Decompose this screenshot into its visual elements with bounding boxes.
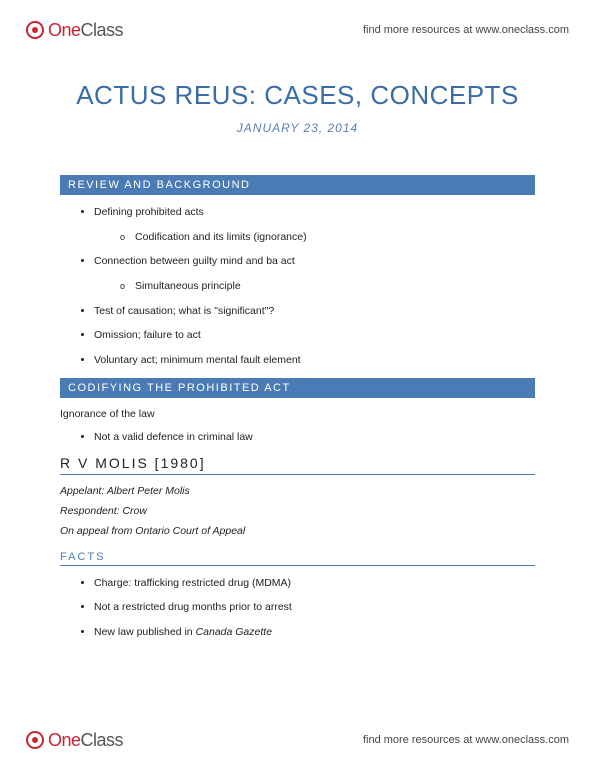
review-sublist-1: Simultaneous principle [120, 279, 535, 294]
codifying-list: Not a valid defence in criminal law [94, 430, 535, 445]
case-appellant: Appelant: Albert Peter Molis [60, 485, 535, 497]
codifying-intro: Ignorance of the law [60, 408, 535, 420]
document-date: JANUARY 23, 2014 [60, 121, 535, 135]
logo-one: One [48, 20, 81, 40]
logo-text: OneClass [48, 730, 123, 751]
list-item: Codification and its limits (ignorance) [120, 230, 535, 245]
facts-item2-b: Canada Gazette [196, 626, 272, 638]
list-item: Connection between guilty mind and ba ac… [94, 254, 535, 269]
resources-link-top[interactable]: find more resources at www.oneclass.com [363, 24, 569, 36]
list-item: Defining prohibited acts [94, 205, 535, 220]
list-item: Not a restricted drug months prior to ar… [94, 600, 535, 615]
facts-list: Charge: trafficking restricted drug (MDM… [94, 576, 535, 640]
list-item: Test of causation; what is "significant"… [94, 304, 535, 319]
case-appeal: On appeal from Ontario Court of Appeal [60, 525, 535, 537]
facts-item2-a: New law published in [94, 626, 196, 638]
review-sublist-0: Codification and its limits (ignorance) [120, 230, 535, 245]
document-body: ACTUS REUS: CASES, CONCEPTS JANUARY 23, … [60, 80, 535, 650]
page-header: OneClass find more resources at www.onec… [0, 10, 595, 50]
list-item: New law published in Canada Gazette [94, 625, 535, 640]
page-footer: OneClass find more resources at www.onec… [0, 720, 595, 760]
facts-heading: FACTS [60, 551, 535, 566]
section-codifying-heading: CODIFYING THE PROHIBITED ACT [60, 378, 535, 398]
logo-class: Class [81, 20, 124, 40]
case-heading: R V MOLIS [1980] [60, 455, 535, 475]
list-item: Not a valid defence in criminal law [94, 430, 535, 445]
logo-icon [26, 731, 44, 749]
list-item: Omission; failure to act [94, 328, 535, 343]
list-item: Simultaneous principle [120, 279, 535, 294]
resources-link-bottom[interactable]: find more resources at www.oneclass.com [363, 734, 569, 746]
logo-text: OneClass [48, 20, 123, 41]
logo-icon [26, 21, 44, 39]
logo-class: Class [81, 730, 124, 750]
page-title: ACTUS REUS: CASES, CONCEPTS [60, 80, 535, 111]
brand-logo-footer: OneClass [26, 730, 123, 751]
section-review-heading: REVIEW AND BACKGROUND [60, 175, 535, 195]
case-respondent: Respondent: Crow [60, 505, 535, 517]
logo-one: One [48, 730, 81, 750]
list-item: Voluntary act; minimum mental fault elem… [94, 353, 535, 368]
list-item: Charge: trafficking restricted drug (MDM… [94, 576, 535, 591]
review-list: Defining prohibited acts Codification an… [94, 205, 535, 368]
brand-logo: OneClass [26, 20, 123, 41]
